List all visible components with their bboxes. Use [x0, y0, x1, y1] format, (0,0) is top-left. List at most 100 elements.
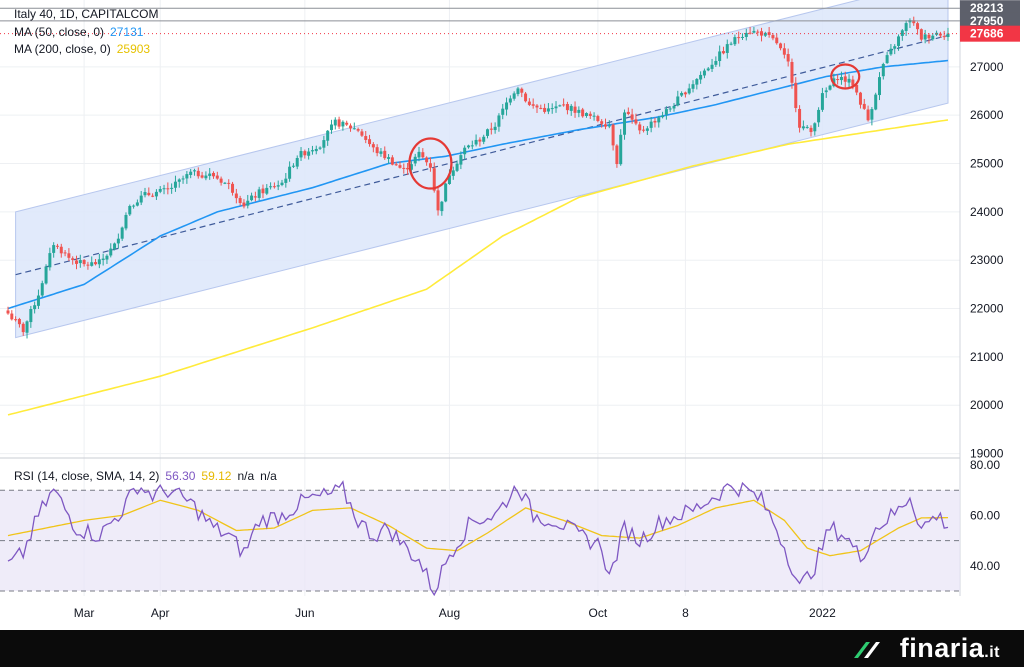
candle	[699, 71, 703, 84]
candle	[173, 175, 177, 192]
candle	[562, 98, 566, 107]
candle	[371, 142, 375, 153]
candle	[40, 280, 44, 297]
candle	[767, 27, 771, 38]
candle	[718, 45, 722, 67]
legend-title: Italy 40, 1D, CAPITALCOM	[14, 7, 159, 21]
y-tick-label: 27000	[970, 60, 1004, 74]
candle	[588, 111, 592, 119]
candle	[847, 74, 851, 88]
candle	[436, 187, 440, 216]
candle	[904, 20, 908, 36]
candle	[463, 145, 467, 160]
candle	[619, 129, 623, 166]
candle	[672, 103, 676, 112]
candle	[253, 191, 257, 202]
candle	[505, 97, 509, 116]
candle	[242, 199, 246, 209]
candle	[223, 181, 227, 185]
candle	[196, 167, 200, 179]
candle	[478, 137, 482, 147]
candle	[900, 29, 904, 41]
candle	[497, 113, 501, 132]
candle	[284, 173, 288, 188]
ma50-label: MA (50, close, 0)	[14, 25, 105, 39]
candle	[375, 144, 379, 157]
candle	[265, 184, 269, 196]
candle	[10, 310, 14, 321]
candle	[128, 204, 132, 217]
candle	[59, 243, 63, 258]
brand-logo[interactable]: finaria.it	[900, 633, 1000, 664]
ma50-series	[7, 59, 949, 310]
candle	[208, 168, 212, 180]
candle	[360, 128, 364, 137]
candle	[455, 160, 459, 173]
candle	[55, 243, 59, 250]
candle	[307, 148, 311, 160]
candle	[520, 87, 524, 98]
candle	[147, 187, 151, 197]
x-tick-label: Mar	[74, 606, 95, 620]
candle	[349, 123, 353, 132]
candle	[170, 183, 174, 194]
candle	[425, 156, 429, 166]
ma200-label: MA (200, close, 0)	[14, 42, 111, 56]
rsi-na-2: n/a	[260, 469, 277, 483]
candle	[272, 182, 276, 189]
candle	[577, 106, 581, 118]
candle	[227, 179, 231, 190]
candle	[524, 91, 528, 103]
candle	[390, 155, 394, 166]
candle	[181, 175, 185, 184]
candle	[337, 116, 341, 129]
candle	[428, 157, 432, 172]
legend-ma200: MA (200, close, 0) 25903	[14, 42, 150, 56]
candle	[885, 51, 889, 64]
candle	[86, 261, 90, 270]
candle	[318, 146, 322, 150]
candle	[801, 120, 805, 131]
candle	[558, 104, 562, 107]
legend-rsi: RSI (14, close, SMA, 14, 2) 56.30 59.12 n/a…	[14, 469, 277, 483]
candle	[702, 68, 706, 79]
candle	[238, 195, 242, 206]
ma200-line	[7, 119, 949, 416]
candle	[634, 113, 638, 126]
y-tick-label: 22000	[970, 302, 1004, 316]
candle	[261, 184, 265, 199]
candle	[200, 171, 204, 179]
candle	[858, 91, 862, 109]
candle	[642, 125, 646, 133]
candle	[565, 101, 569, 115]
candle	[489, 122, 493, 135]
annotation-circle[interactable]	[830, 63, 861, 90]
candle	[733, 34, 737, 46]
candle	[470, 140, 474, 150]
candle	[219, 176, 223, 186]
candle	[413, 153, 417, 167]
candle	[345, 120, 349, 127]
candle	[931, 33, 935, 41]
candle	[29, 305, 33, 328]
candle	[535, 104, 539, 114]
annotation-circle[interactable]	[408, 137, 453, 190]
candle	[402, 163, 406, 174]
candle	[771, 33, 775, 41]
candle	[288, 161, 292, 182]
price-tag-label: 28213	[970, 1, 1004, 15]
candle	[295, 155, 299, 170]
candle	[798, 105, 802, 133]
candle	[554, 101, 558, 113]
candle	[25, 320, 29, 339]
candle	[189, 169, 193, 179]
candle	[615, 144, 619, 168]
candle	[862, 98, 866, 110]
candle	[638, 121, 642, 135]
candle	[162, 184, 166, 195]
candle	[231, 181, 235, 196]
candle	[836, 74, 840, 85]
price-lines	[0, 7, 960, 35]
y-tick-label: 20000	[970, 398, 1004, 412]
